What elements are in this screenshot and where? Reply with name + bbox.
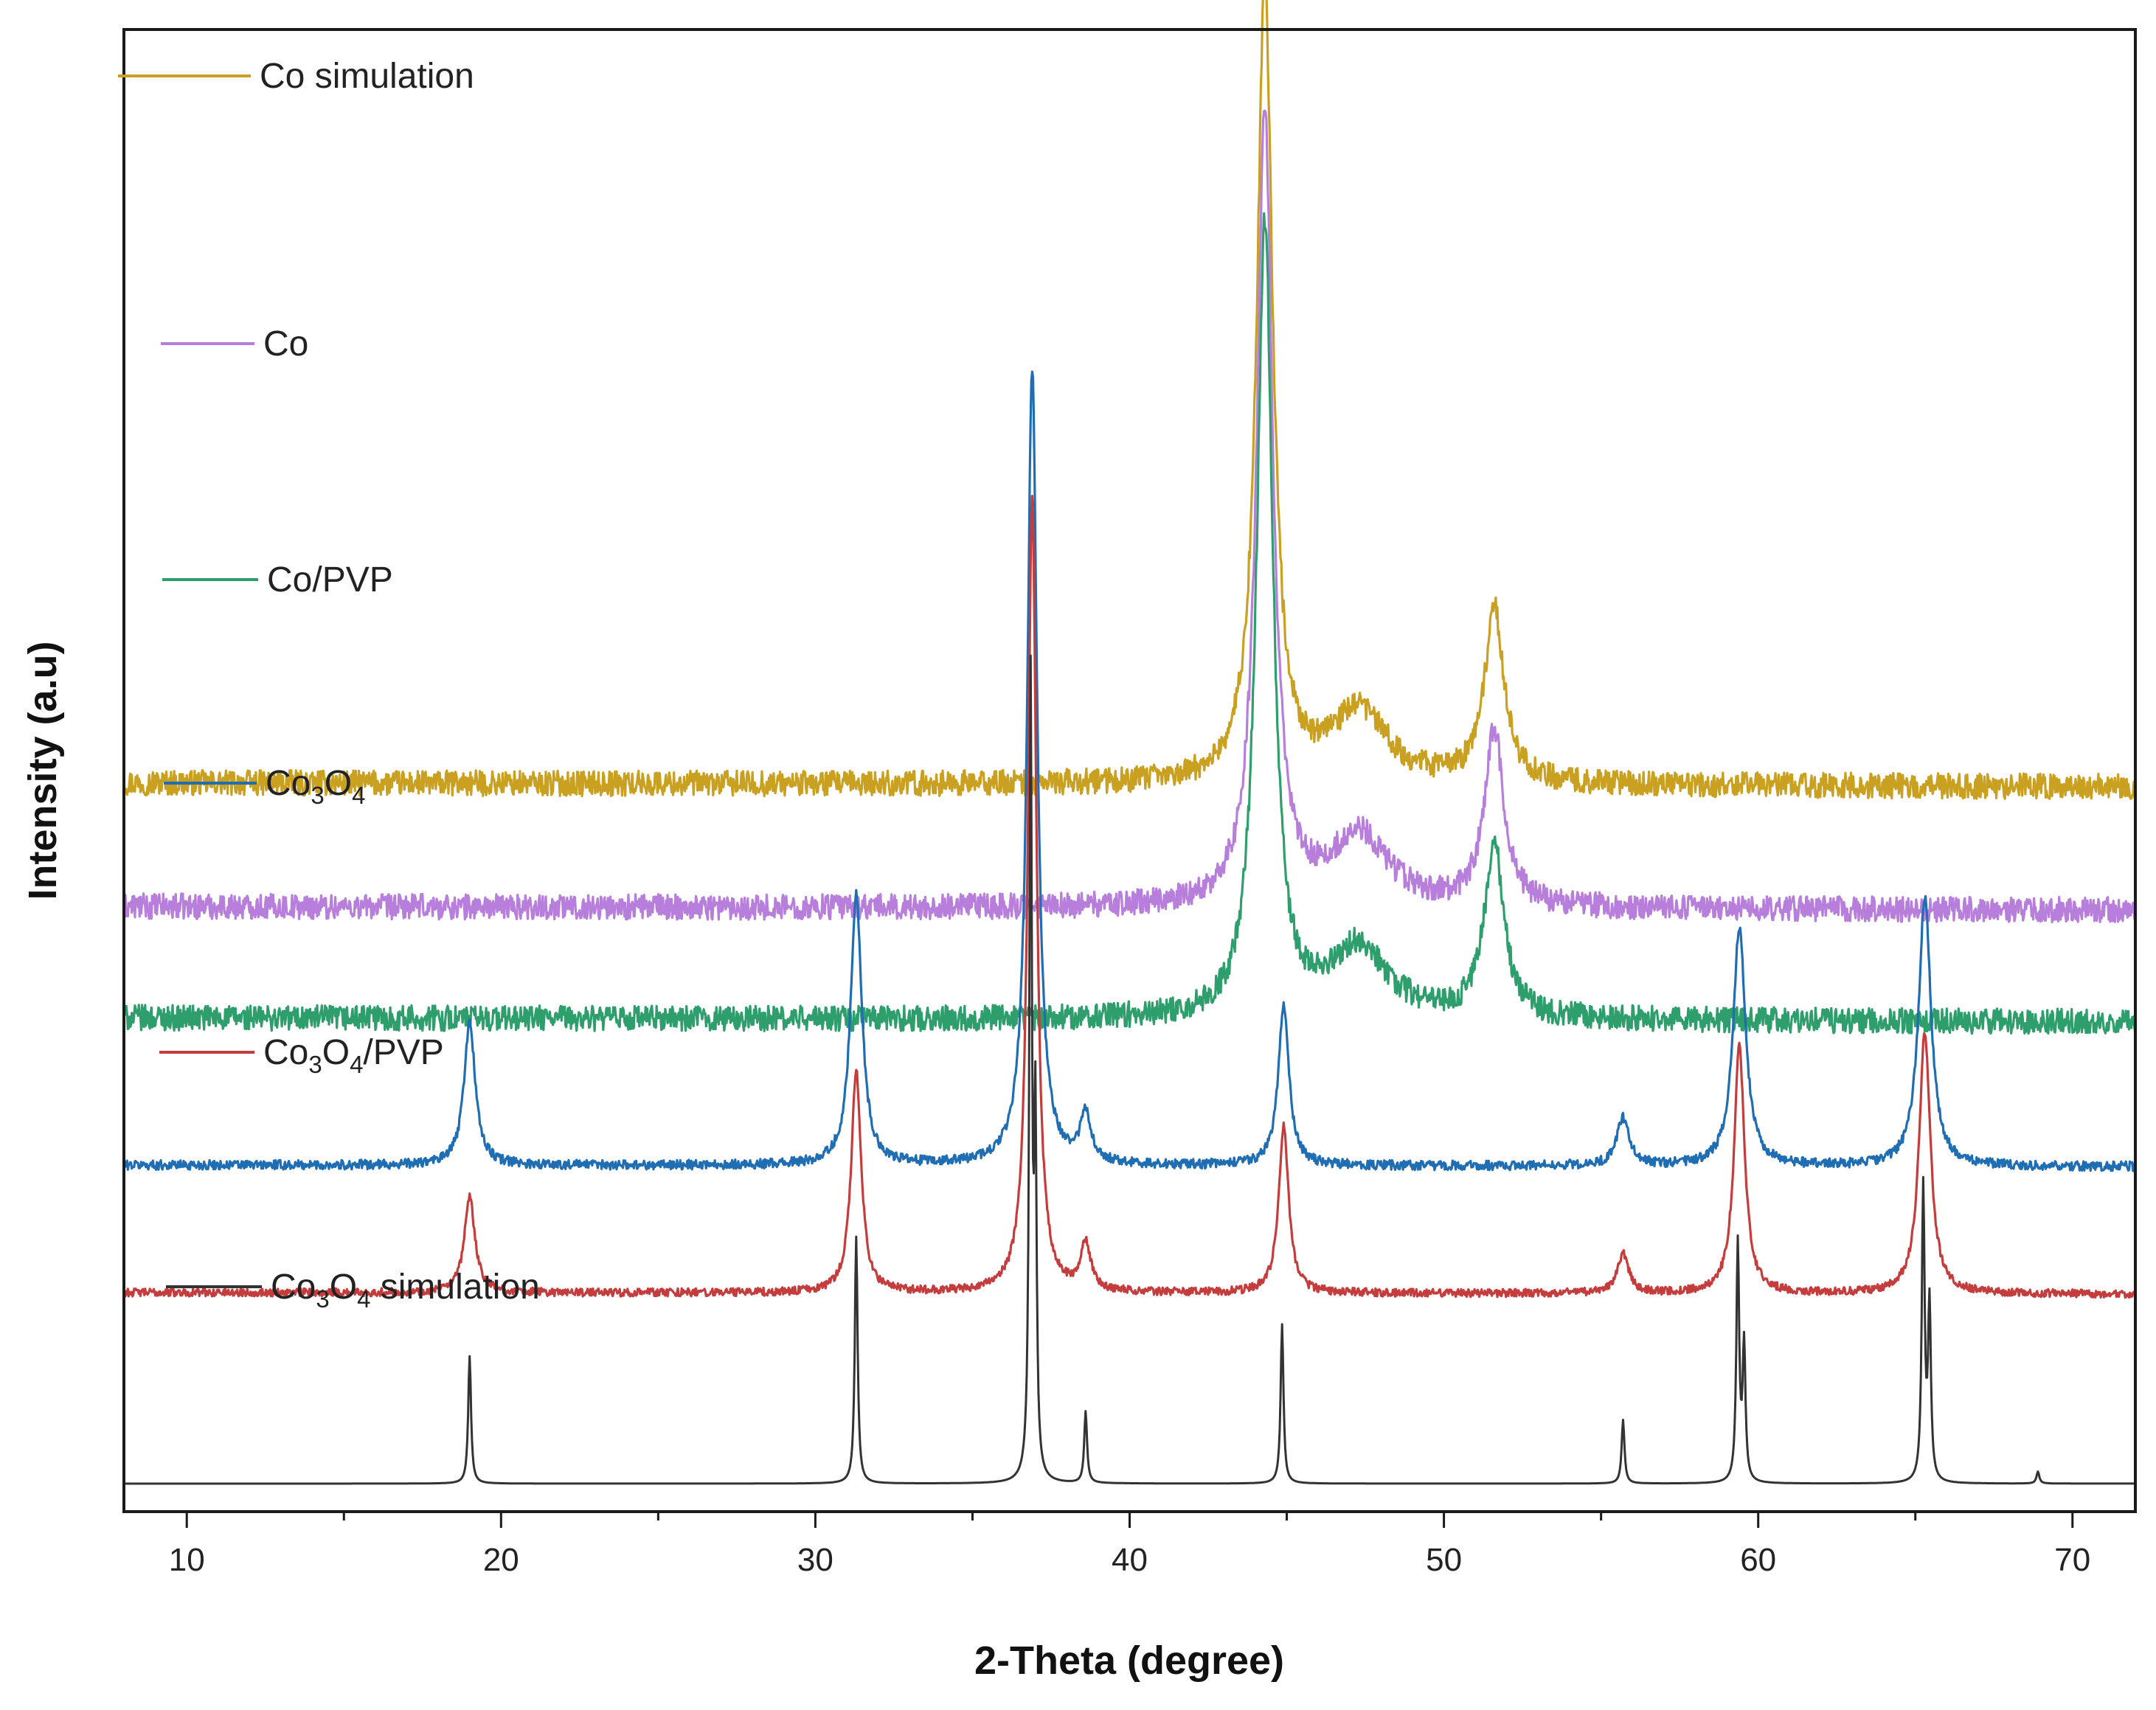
x-axis-ticks [185, 1512, 2074, 1528]
legend-item-co3o4-pvp: Co3O4/PVP [159, 1033, 444, 1078]
x-tick-label-10: 10 [169, 1542, 205, 1578]
legend-item-co: Co [161, 324, 308, 364]
legend-item-co-pvp: Co/PVP [162, 560, 393, 599]
plot-traces [122, 0, 2137, 1485]
legend-subscript: 4 [352, 782, 365, 809]
legend-subscript: 3 [311, 782, 324, 809]
y-axis-title: Intensity (a.u) [21, 641, 65, 900]
series-line-co-pvp [122, 212, 2137, 1035]
series-line-co3o4 [122, 370, 2137, 1172]
legend-text-part: Co [271, 1268, 316, 1307]
legend-item-co-simulation: Co simulation [118, 57, 474, 96]
x-tick-label-70: 70 [2054, 1542, 2090, 1578]
x-tick-label-40: 40 [1112, 1542, 1148, 1578]
legend-item-co3o4-simulation: Co3O4 simulation [166, 1268, 540, 1313]
x-axis-title: 2-Theta (degree) [974, 1638, 1284, 1683]
legend-label: Co [263, 324, 308, 364]
x-tick-label-30: 30 [797, 1542, 833, 1578]
legend-subscript: 3 [316, 1285, 329, 1313]
legend-text-part: Co [266, 764, 311, 803]
legend-label: Co3O4 [266, 764, 365, 809]
series-line-co3o4-pvp [122, 495, 2137, 1299]
legend-text-part: O [322, 1033, 350, 1072]
legend-text-part: O [325, 764, 352, 803]
x-axis-tick-labels: 10 20 30 40 50 60 70 [169, 1542, 2091, 1578]
legend-text-part: O [330, 1268, 357, 1307]
legend-label: Co/PVP [267, 560, 393, 599]
legend-label: Co3O4 simulation [271, 1268, 540, 1313]
x-tick-label-60: 60 [1740, 1542, 1776, 1578]
series-line-co3o4-simulation [123, 654, 2136, 1485]
legend: Co simulationCoCo/PVPCo3O4Co3O4/PVPCo3O4… [118, 57, 540, 1313]
legend-text-part: /PVP [363, 1033, 443, 1072]
legend-label: Co simulation [260, 57, 474, 96]
x-tick-label-20: 20 [483, 1542, 519, 1578]
legend-label: Co3O4/PVP [263, 1033, 444, 1078]
legend-item-co3o4: Co3O4 [164, 764, 365, 809]
legend-text-part: Co [263, 1033, 308, 1072]
legend-subscript: 4 [357, 1285, 370, 1313]
legend-text-part: simulation [370, 1268, 539, 1307]
x-tick-label-50: 50 [1426, 1542, 1462, 1578]
legend-subscript: 3 [308, 1051, 322, 1078]
legend-subscript: 4 [350, 1051, 363, 1078]
series-line-co [122, 109, 2137, 924]
series-line-co-simulation [122, 0, 2137, 800]
